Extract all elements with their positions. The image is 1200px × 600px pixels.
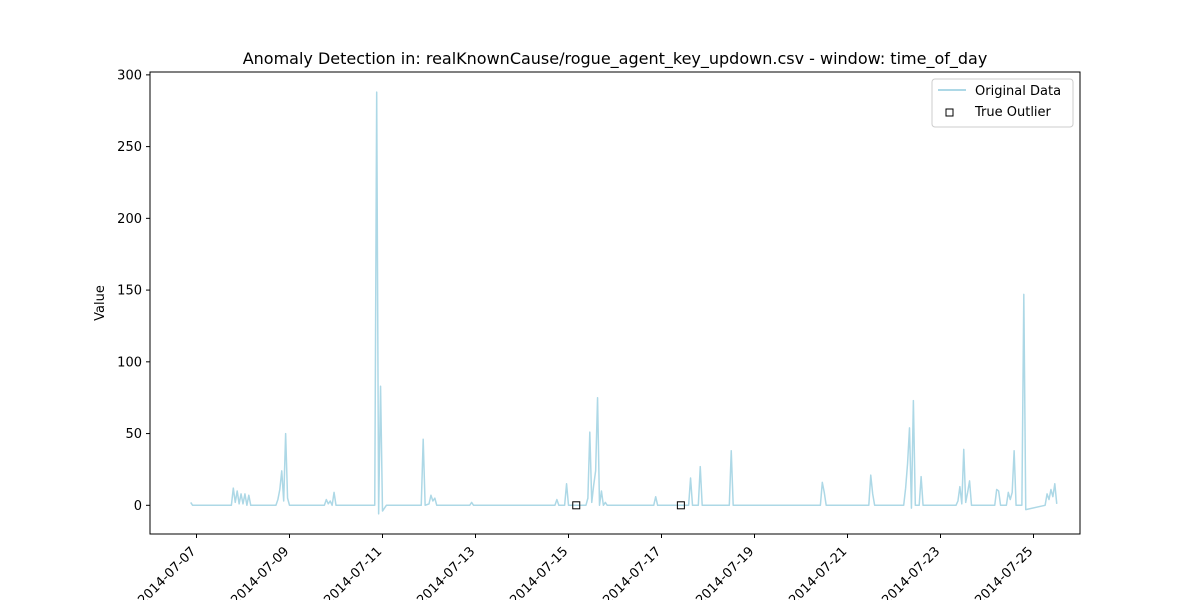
- y-tick-label: 250: [117, 140, 142, 155]
- y-tick-label: 200: [117, 212, 142, 227]
- legend-true-outlier-label: True Outlier: [974, 105, 1052, 120]
- y-tick-label: 150: [117, 284, 142, 299]
- plot-frame: [149, 71, 1081, 535]
- true-outlier-markers: [572, 501, 685, 510]
- y-axis: 0 50 100 150 200 250 300: [117, 68, 150, 514]
- chart-title: Anomaly Detection in: realKnownCause/rog…: [243, 49, 988, 69]
- series-line-original-data: [190, 91, 1058, 515]
- legend-true-outlier-swatch: [945, 108, 954, 117]
- legend-original-data-label: Original Data: [975, 84, 1061, 99]
- series-lines: [190, 91, 1058, 515]
- y-tick-label: 50: [125, 427, 142, 442]
- true-outlier-point: [676, 501, 685, 510]
- y-axis-label: Value: [93, 285, 108, 321]
- legend-box: [931, 78, 1074, 128]
- legend: Original Data True Outlier: [931, 78, 1074, 128]
- true-outlier-point: [572, 501, 581, 510]
- plot-area: [149, 71, 1081, 535]
- y-tick-label: 100: [117, 355, 142, 370]
- y-tick-label: 0: [134, 499, 142, 514]
- y-tick-label: 300: [117, 68, 142, 83]
